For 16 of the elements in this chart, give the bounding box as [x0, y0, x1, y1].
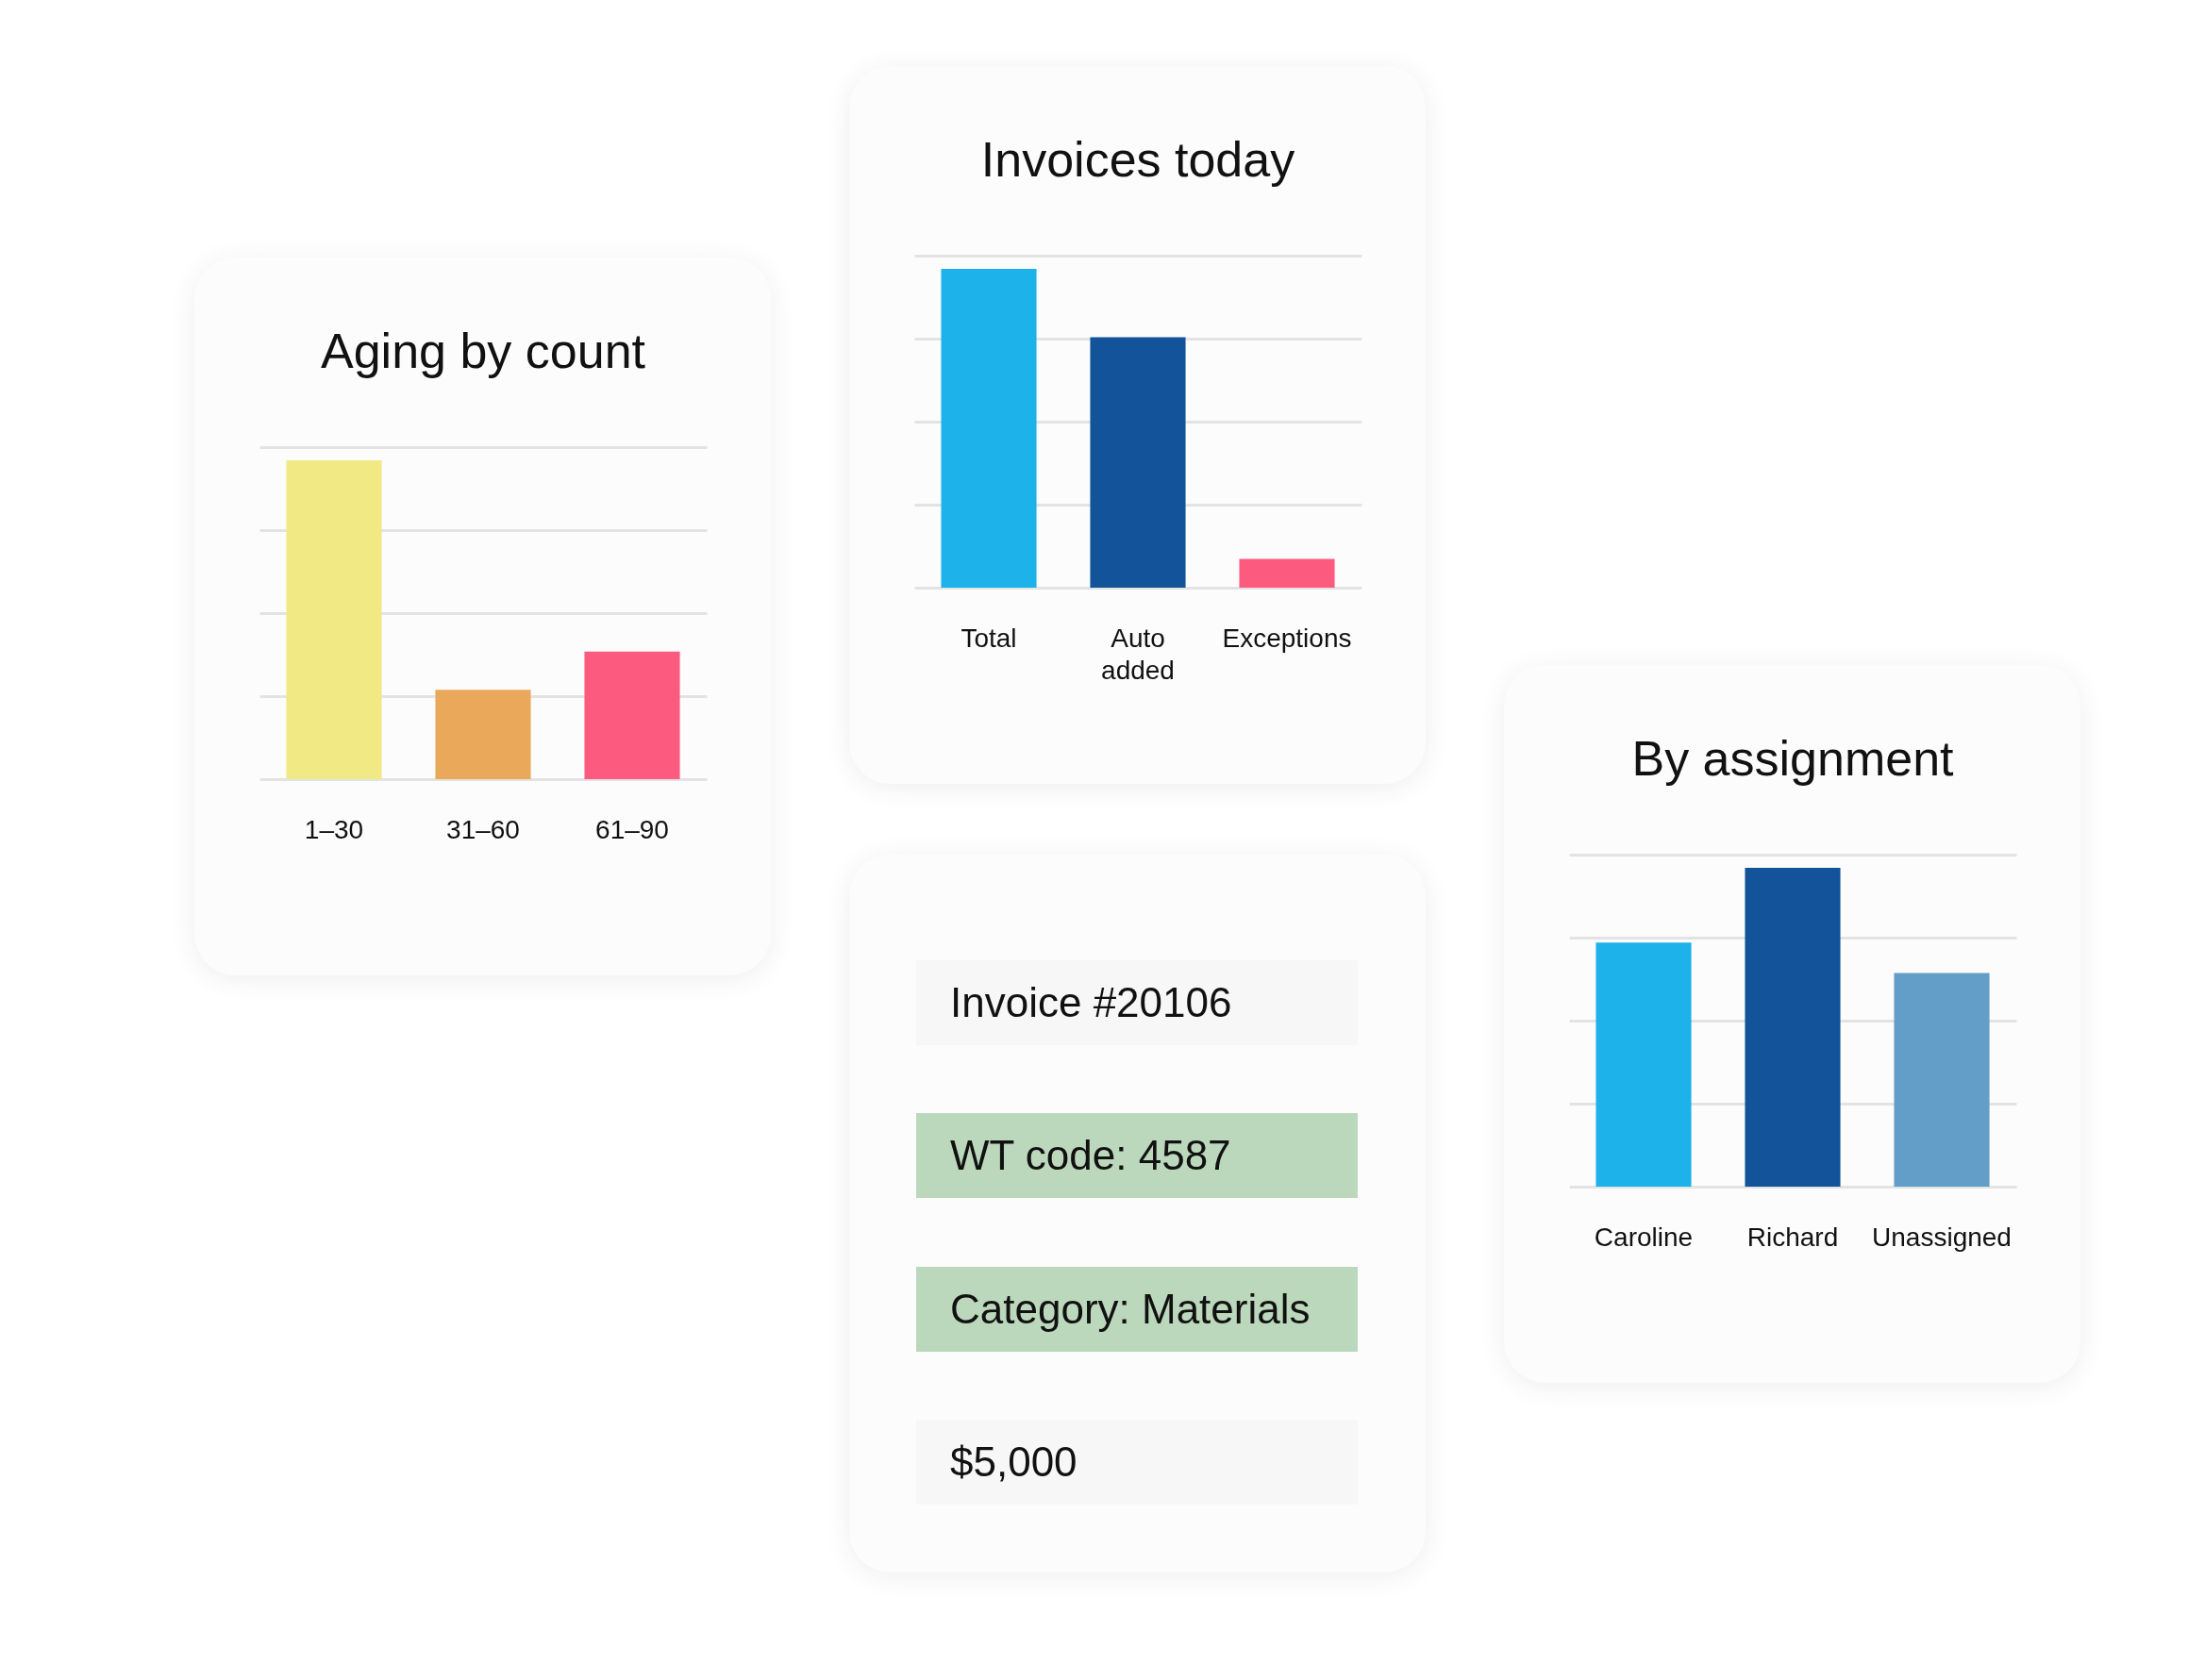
text: WT code: 4587 [916, 1113, 1358, 1199]
chart-title: Aging by count [320, 324, 646, 378]
x-tick-label: Auto added [1100, 623, 1175, 685]
x-tick-label: 61–90 [594, 814, 669, 844]
x-tick-label: Caroline [1594, 1222, 1693, 1252]
text: Invoice #20106 [916, 960, 1358, 1045]
text: Category: Materials [916, 1266, 1358, 1352]
x-tick-label: Richard [1746, 1222, 1838, 1252]
x-tick-label: Total [960, 623, 1017, 653]
chart-title: By assignment [1630, 731, 1954, 786]
text: $5,000 [916, 1419, 1358, 1505]
x-tick-label: Unassigned [1871, 1222, 2012, 1252]
chart-title: Invoices today [980, 132, 1295, 187]
x-tick-label: 1–30 [304, 814, 363, 844]
x-tick-label: Exceptions [1222, 623, 1351, 653]
x-tick-label: 31–60 [445, 814, 520, 844]
